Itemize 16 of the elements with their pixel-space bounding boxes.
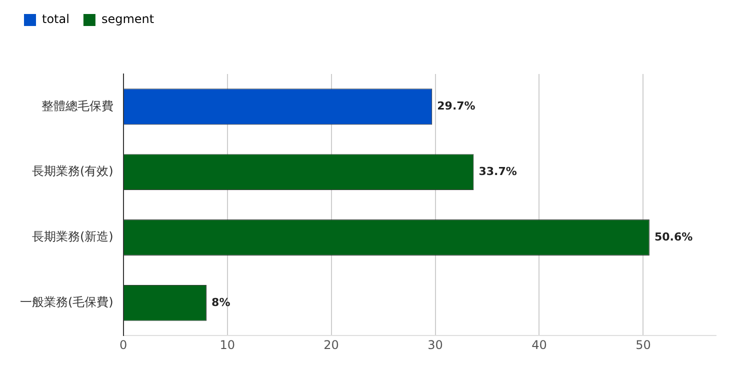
y-tick-label: 整體總毛保費 [41, 98, 114, 113]
x-tick-label: 10 [220, 338, 235, 352]
legend-label: total [42, 12, 70, 26]
data-label: 29.7% [437, 100, 476, 113]
data-label: 8% [212, 296, 230, 309]
x-tick-label: 0 [120, 338, 128, 352]
data-label: 33.7% [478, 164, 517, 178]
data-label: 50.6% [654, 230, 693, 244]
legend-label: segment [101, 12, 154, 26]
y-tick-label: 一般業務(毛保費) [20, 295, 114, 310]
x-tick-label: 50 [636, 338, 651, 352]
x-tick-label: 20 [324, 338, 339, 352]
y-tick-label: 長期業務(新造) [32, 230, 114, 244]
x-tick-label: 30 [428, 338, 443, 352]
y-tick-label: 長期業務(有效) [32, 164, 114, 178]
x-tick-label: 40 [532, 338, 547, 352]
